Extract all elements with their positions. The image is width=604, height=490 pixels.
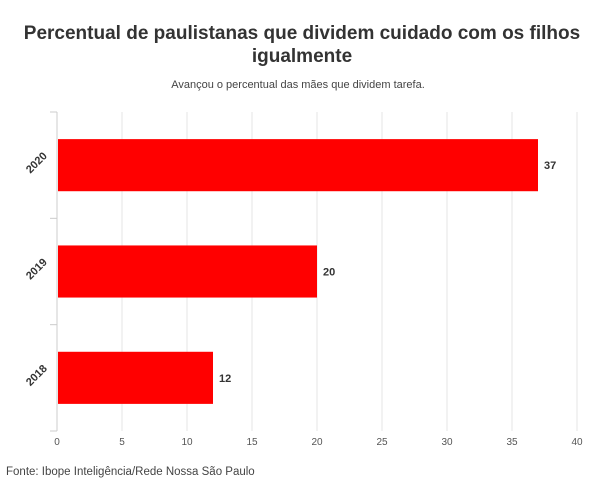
x-tick-label: 25: [376, 437, 388, 448]
bar: [58, 351, 213, 404]
x-tick-label: 20: [311, 437, 323, 448]
x-tick-label: 0: [54, 437, 60, 448]
category-label: 2019: [24, 256, 50, 282]
data-label: 37: [544, 160, 556, 172]
category-label: 2018: [24, 363, 50, 389]
x-tick-label: 5: [119, 437, 125, 448]
x-tick-label: 30: [441, 437, 453, 448]
chart-title: Percentual de paulistanas que dividem cu…: [23, 23, 581, 67]
x-tick-label: 40: [571, 437, 583, 448]
data-label: 20: [323, 267, 335, 279]
axes: [50, 111, 58, 432]
data-label: 12: [219, 373, 231, 385]
bars: [58, 139, 538, 404]
x-tick-label: 10: [181, 437, 193, 448]
x-tick-label: 15: [246, 437, 258, 448]
source-note: Fonte: Ibope Inteligência/Rede Nossa São…: [6, 466, 255, 478]
chart-subtitle: Avançou o percentual das mães que divide…: [171, 79, 425, 91]
category-label: 2020: [24, 150, 50, 176]
bar: [58, 139, 538, 192]
bar: [58, 245, 317, 298]
x-tick-label: 35: [506, 437, 518, 448]
